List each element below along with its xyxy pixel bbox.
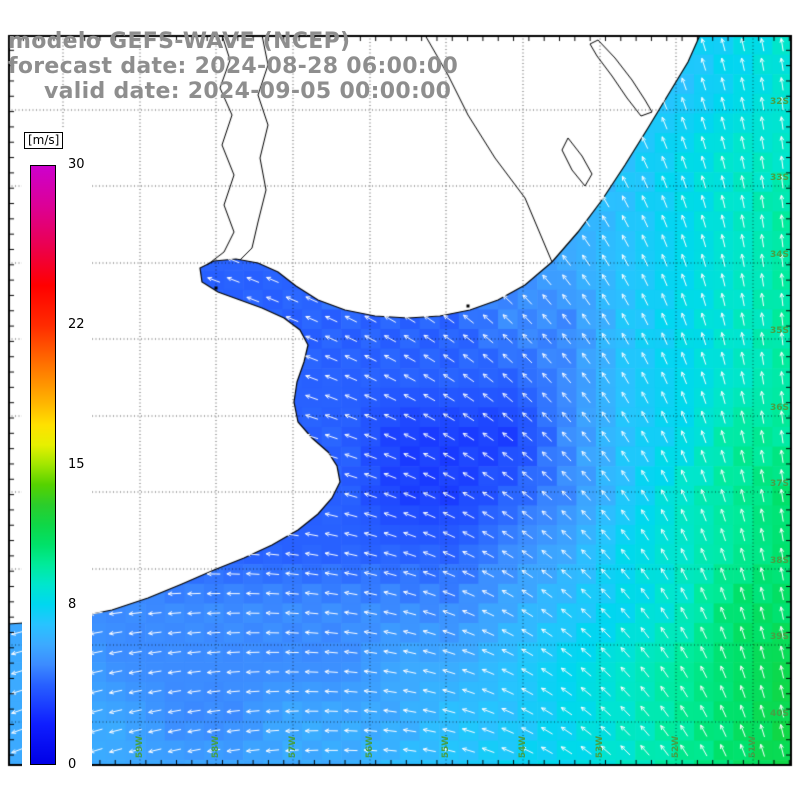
valid-date: valid date: 2024-09-05 00:00:00 bbox=[44, 79, 452, 104]
colorbar-tick-label: 22 bbox=[68, 317, 85, 332]
colorbar-gradient bbox=[30, 165, 56, 765]
colorbar-unit-label: [m/s] bbox=[24, 132, 64, 149]
colorbar-tick-label: 8 bbox=[68, 597, 77, 612]
model-name: modelo GEFS-WAVE (NCEP) bbox=[8, 29, 351, 54]
colorbar-tick-label: 30 bbox=[68, 157, 85, 172]
colorbar-tick-label: 15 bbox=[68, 457, 85, 472]
title-block: modelo GEFS-WAVE (NCEP) forecast date: 2… bbox=[8, 29, 458, 104]
colorbar: [m/s] 0 8 15 22 30 bbox=[22, 128, 92, 788]
colorbar-tick-label: 0 bbox=[68, 757, 77, 772]
forecast-date: forecast date: 2024-08-28 06:00:00 bbox=[8, 54, 459, 79]
